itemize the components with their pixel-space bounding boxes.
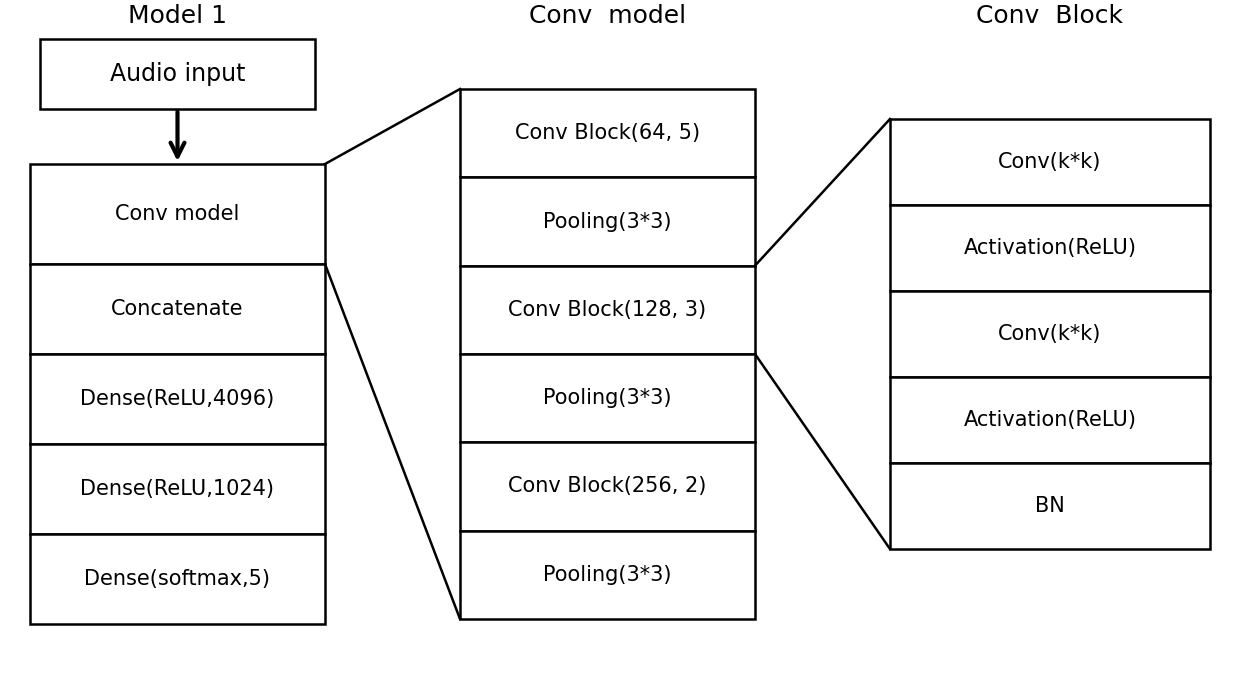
Text: Conv Block(64, 5): Conv Block(64, 5) [515,123,701,143]
Bar [460,265,755,354]
Bar [890,377,1210,463]
Text: Dense(ReLU,4096): Dense(ReLU,4096) [81,389,274,409]
Bar [40,39,315,109]
Bar [30,444,325,534]
Text: Activation(ReLU): Activation(ReLU) [963,238,1137,258]
Text: Concatenate: Concatenate [112,299,244,319]
Bar [460,177,755,265]
Bar [30,164,325,264]
Bar [890,463,1210,549]
Bar [890,291,1210,377]
Text: Conv model: Conv model [115,204,239,224]
Text: Dense(ReLU,1024): Dense(ReLU,1024) [81,479,274,499]
Bar [890,205,1210,291]
Text: Model 1: Model 1 [128,4,227,28]
Text: BN: BN [1035,496,1065,516]
Text: Pooling(3*3): Pooling(3*3) [543,388,672,408]
Bar [890,119,1210,205]
Text: Pooling(3*3): Pooling(3*3) [543,211,672,231]
Bar [30,354,325,444]
Text: Conv(k*k): Conv(k*k) [998,324,1101,344]
Text: Conv(k*k): Conv(k*k) [998,152,1101,172]
Text: Conv  model: Conv model [529,4,686,28]
Text: Conv Block(128, 3): Conv Block(128, 3) [508,300,707,320]
Bar [460,354,755,443]
Bar [460,89,755,177]
Bar [460,443,755,531]
Text: Conv Block(256, 2): Conv Block(256, 2) [508,477,707,497]
Text: Activation(ReLU): Activation(ReLU) [963,410,1137,430]
Text: Dense(softmax,5): Dense(softmax,5) [84,569,270,589]
Text: Conv  Block: Conv Block [977,4,1123,28]
Text: Audio input: Audio input [110,62,246,86]
Bar [30,534,325,624]
Bar [30,264,325,354]
Text: Pooling(3*3): Pooling(3*3) [543,565,672,585]
Bar [460,531,755,619]
